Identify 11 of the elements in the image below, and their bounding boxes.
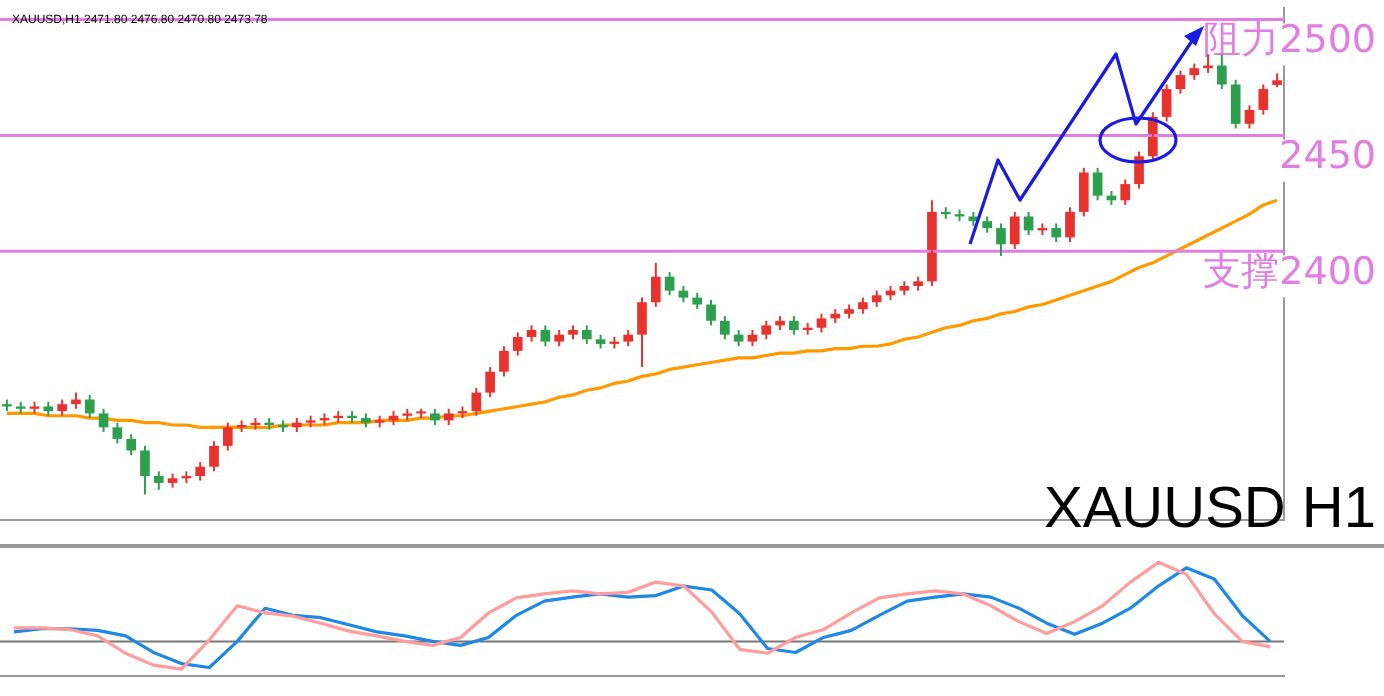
ref-line-label: 阻力2500: [1203, 18, 1376, 63]
candlestick: [954, 208, 965, 223]
candlestick: [1272, 72, 1282, 89]
annotation: XAUUSD H1: [1044, 477, 1376, 541]
candlestick: [15, 400, 26, 415]
candlestick: [305, 414, 316, 429]
ref-line-label: 2450: [1279, 134, 1376, 179]
candlestick: [374, 414, 385, 429]
candlestick: [29, 400, 40, 415]
candlestick: [402, 407, 413, 422]
ref-line-label: 支撑2400: [1203, 250, 1376, 295]
